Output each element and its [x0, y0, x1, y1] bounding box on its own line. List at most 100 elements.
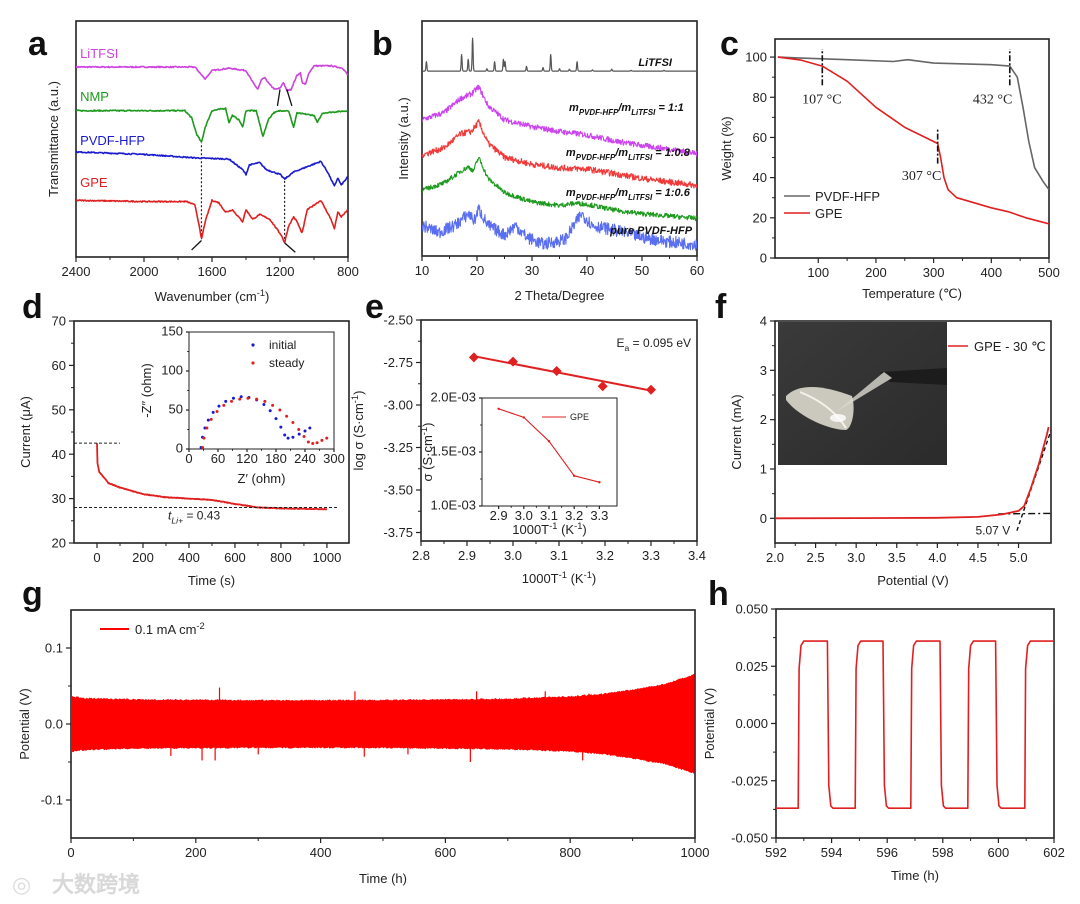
- text-part: -2: [196, 621, 204, 631]
- x-axis-label: Temperature (℃): [862, 286, 962, 301]
- data-point: [522, 416, 526, 419]
- y-tick-label: 0.1: [45, 641, 63, 656]
- xrd-pattern: [422, 84, 697, 157]
- membrane-highlight: [830, 414, 846, 422]
- text-part: -1: [257, 288, 265, 298]
- x-tick-label: 5.0: [1009, 550, 1027, 565]
- annotation: 5.07 V: [976, 524, 1011, 538]
- voltage-band: [71, 674, 695, 774]
- text-part: Wavenumber (cm: [155, 289, 257, 304]
- annotation: Ea = 0.095 eV: [616, 336, 691, 353]
- y-tick-label: -0.025: [731, 773, 768, 788]
- text-part: m: [566, 147, 576, 159]
- arrow-icon: [284, 242, 296, 253]
- y-tick-label: -3.25: [383, 440, 413, 455]
- x-tick-label: 600: [224, 550, 246, 565]
- series-label: LiTFSI: [638, 57, 673, 69]
- panel-label: b: [372, 25, 393, 63]
- series-label: mPVDF-HFP/mLiTFSI = 1:0.8: [566, 147, 691, 162]
- data-point: [286, 436, 290, 440]
- y-tick-label: 80: [753, 90, 767, 105]
- text-part: 432 °C: [973, 92, 1012, 107]
- data-point: [268, 409, 272, 413]
- panel-label: a: [28, 25, 48, 63]
- data-point: [231, 396, 235, 400]
- y-tick-label: 100: [745, 50, 767, 65]
- x-tick-label: 3.3: [642, 548, 660, 563]
- plot-area: [71, 674, 695, 774]
- x-tick-label: 800: [270, 550, 292, 565]
- plot-area: [96, 442, 328, 511]
- text-part: = 1:0.8: [652, 147, 690, 159]
- legend-label: initial: [269, 338, 296, 352]
- data-point: [230, 399, 234, 403]
- data-point: [320, 438, 324, 442]
- y-axis-label: Current (μA): [18, 396, 33, 468]
- x-tick-label: 50: [635, 263, 649, 278]
- y-tick-label: 20: [52, 536, 66, 551]
- data-point: [217, 404, 221, 408]
- text-part: ): [420, 423, 435, 427]
- text-part: m: [566, 187, 576, 199]
- series-line-PVDF-HFP: [76, 150, 348, 187]
- series-label: NMP: [80, 89, 109, 104]
- text-part: LiTFSI: [631, 108, 656, 117]
- text-part: -1: [559, 570, 567, 580]
- y-axis-label: -Z″ (ohm): [139, 363, 154, 417]
- x-tick-label: 120: [236, 451, 258, 466]
- y-tick-label: 40: [52, 447, 66, 462]
- y-tick-label: 0: [760, 511, 767, 526]
- y-tick-label: 50: [52, 402, 66, 417]
- text-part: ): [592, 571, 596, 586]
- data-point: [209, 417, 213, 421]
- data-point: [274, 417, 278, 421]
- series-label: mPVDF-HFP/mLiTFSI = 1:1: [569, 102, 684, 117]
- data-point: [598, 481, 601, 484]
- data-point: [497, 407, 500, 410]
- text-part: ): [265, 289, 269, 304]
- x-tick-label: 2.9: [458, 548, 476, 563]
- text-part: ): [351, 391, 366, 395]
- legend-label: GPE: [570, 412, 589, 422]
- y-axis-label: Potential (V): [17, 688, 32, 760]
- plot-area: [76, 64, 348, 244]
- y-tick-label: 50: [169, 402, 183, 417]
- y-tick-label: -0.050: [731, 831, 768, 846]
- y-tick-label: 150: [161, 324, 183, 339]
- x-tick-label: 300: [923, 265, 945, 280]
- series-label: mPVDF-HFP/mLiTFSI = 1:0.6: [566, 187, 691, 202]
- text-part: = 1:1: [655, 102, 683, 114]
- y-tick-label: 2: [760, 412, 767, 427]
- x-tick-label: 3.0: [847, 550, 865, 565]
- y-tick-label: -2.50: [383, 313, 413, 328]
- text-part: m: [569, 102, 579, 114]
- text-part: ): [582, 522, 586, 537]
- data-point: [262, 403, 266, 407]
- text-part: 107 °C: [802, 92, 841, 107]
- text-part: = 0.43: [183, 508, 220, 522]
- text-part: 0.1 mA cm: [135, 622, 196, 637]
- voltage-profile: [776, 640, 1054, 810]
- panel-c: c 100 200 300 400 500 0 20 40 60 80 100 Temperature …: [719, 25, 1060, 301]
- x-axis-label: Time (h): [359, 871, 407, 886]
- y-axis-label: σ (S·cm-1): [419, 423, 435, 482]
- x-axis-label: Wavenumber (cm-1): [155, 288, 270, 304]
- x-tick-label: 600: [988, 845, 1010, 860]
- y-tick-label: -3.50: [383, 483, 413, 498]
- y-tick-label: 0.050: [735, 602, 768, 617]
- y-axis-label: Weight (%): [719, 116, 734, 180]
- annotation: tLi+ = 0.43: [168, 508, 220, 525]
- x-tick-label: 2.8: [412, 548, 430, 563]
- data-point: [239, 395, 243, 399]
- text-part: -1: [350, 395, 360, 403]
- plot-frame: [774, 320, 1052, 544]
- y-tick-label: 40: [753, 170, 767, 185]
- data-point: [508, 356, 518, 367]
- y-tick-label: 2.0E-03: [430, 390, 476, 405]
- y-tick-label: 0: [760, 251, 767, 266]
- text-part: LiTFSI: [628, 193, 653, 202]
- x-tick-label: 400: [178, 550, 200, 565]
- x-tick-label: 3.0: [504, 548, 522, 563]
- data-point: [325, 436, 329, 440]
- series-label: GPE: [80, 175, 108, 190]
